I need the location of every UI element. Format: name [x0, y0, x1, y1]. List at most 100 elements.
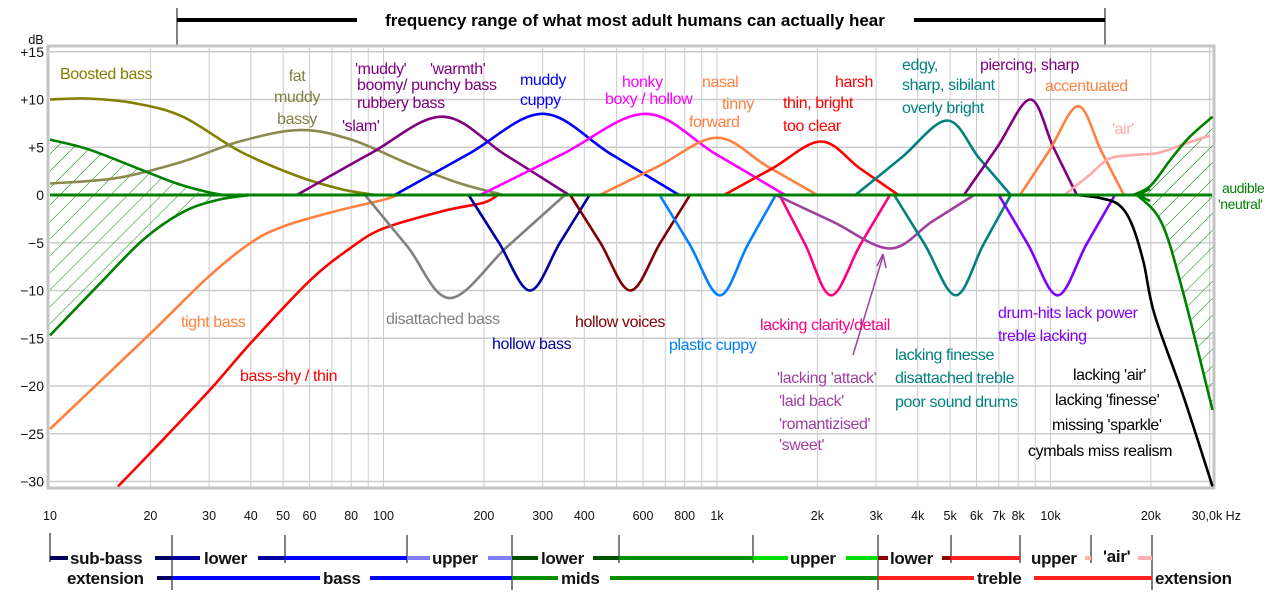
label-boxy-hollow: boxy / hollow [605, 91, 693, 108]
band-bass: bass [323, 569, 361, 588]
hatched-regions [50, 116, 1213, 410]
label-romantizised: 'romantizised' [779, 416, 871, 433]
x-tick-label: 30,0k Hz [1192, 509, 1241, 523]
band-treble: treble [977, 569, 1022, 588]
response-curve-6 [296, 115, 570, 197]
label-disattached-bass: disattached bass [386, 311, 500, 328]
label-muddy-quote: 'muddy' [355, 61, 407, 78]
label-treble-lacking: treble lacking [998, 328, 1087, 345]
label-lacking-air: lacking 'air' [1073, 367, 1146, 384]
treble-extension-hatched-region [1131, 116, 1213, 410]
label-cymbals: cymbals miss realism [1028, 443, 1172, 460]
curves [49, 97, 1214, 488]
response-curve-11 [854, 119, 1012, 197]
label-audible: audible [1222, 180, 1265, 196]
response-curve-0 [49, 97, 377, 197]
y-unit-label: dB [28, 33, 43, 47]
y-tick-label: −5 [28, 235, 44, 251]
x-tick-label: 5k [944, 509, 958, 523]
x-tick-label: 80 [344, 509, 358, 523]
response-curve-21 [778, 194, 892, 297]
label-muddy-blue: muddy [520, 72, 566, 89]
response-curve-15 [1132, 115, 1214, 197]
x-tick-label: 3k [870, 509, 884, 523]
response-curve-19 [569, 194, 692, 292]
label-sweet: 'sweet' [779, 437, 824, 454]
y-axis-ticks: +15 +10 +5 0 −5 −10 −15 −20 −25 −30 [20, 44, 44, 490]
response-curve-10 [723, 140, 900, 197]
label-forward: forward [689, 114, 740, 131]
x-tick-label: 50 [276, 509, 290, 523]
y-tick-label: +5 [28, 139, 44, 155]
plot-area [46, 44, 1216, 490]
response-curve-13 [1018, 104, 1126, 196]
label-boomy-punchy: boomy/ punchy bass [357, 77, 497, 94]
baseline-arrow-icon [1137, 187, 1151, 203]
y-tick-label: +10 [20, 92, 44, 108]
response-curve-25 [1076, 193, 1214, 487]
lacking-attack-arrow [852, 253, 887, 356]
band-sub-bass: sub-bass [70, 549, 142, 568]
chart-title: frequency range of what most adult human… [385, 11, 885, 30]
x-tick-label: 6k [970, 509, 984, 523]
label-boosted-bass: Boosted bass [60, 66, 153, 83]
response-curve-7 [393, 112, 680, 197]
label-fat: fat [289, 68, 307, 85]
label-hollow-voices: hollow voices [575, 314, 665, 331]
label-fat-muddy: muddy [274, 89, 320, 106]
band-treble-extension: extension [1155, 569, 1232, 588]
label-hollow-bass: hollow bass [492, 336, 572, 353]
label-piercing-sharp: piercing, sharp [980, 57, 1079, 74]
annotations: Boosted bass fat muddy bassy 'muddy' 'wa… [60, 57, 1265, 460]
label-plastic-cuppy: plastic cuppy [669, 337, 757, 354]
response-curve-24 [997, 194, 1117, 297]
y-tick-label: −30 [20, 474, 44, 490]
x-tick-label: 30 [202, 509, 216, 523]
label-too-clear: too clear [783, 118, 842, 135]
response-curve-1 [49, 128, 505, 197]
response-curve-22 [775, 193, 975, 250]
label-neutral: 'neutral' [1218, 196, 1263, 212]
label-lacking-attack: 'lacking 'attack' [777, 370, 877, 387]
response-curve-9 [599, 136, 819, 197]
x-tick-label: 10 [43, 509, 57, 523]
label-bass-shy: bass-shy / thin [240, 368, 337, 385]
label-nasal: nasal [702, 74, 738, 91]
x-tick-label: 800 [674, 509, 695, 523]
band-mids: mids [561, 569, 599, 588]
x-tick-label: 600 [633, 509, 654, 523]
label-missing-sparkle: missing 'sparkle' [1052, 417, 1162, 434]
label-accentuated: accentuated [1045, 78, 1128, 95]
response-curve-17 [363, 194, 566, 300]
label-fat-bassy: bassy [277, 111, 317, 128]
x-tick-label: 1k [710, 509, 724, 523]
x-axis-ticks: 10 20 30 40 50 60 80 100 200 300 400 600 800 1k 2k 3k 4k… [43, 509, 1241, 523]
band-upper-treble: upper [1031, 549, 1077, 568]
label-lacking-finesse-quote: lacking 'finesse' [1055, 392, 1160, 409]
response-curve-23 [893, 194, 1012, 297]
x-tick-label: 20k [1141, 509, 1162, 523]
label-thin-bright: thin, bright [783, 95, 854, 112]
label-lacking-finesse: lacking finesse [895, 347, 994, 364]
response-curve-2 [49, 138, 224, 197]
x-tick-label: 2k [811, 509, 825, 523]
y-tick-label: −20 [20, 378, 44, 394]
x-tick-label: 100 [373, 509, 394, 523]
x-tick-label: 200 [473, 509, 494, 523]
x-tick-label: 20 [143, 509, 157, 523]
x-tick-label: 40 [244, 509, 258, 523]
label-cuppy: cuppy [520, 92, 561, 109]
response-curve-4 [49, 193, 398, 430]
response-curve-3 [49, 193, 251, 337]
audible-range-bracket: frequency range of what most adult human… [176, 8, 1106, 46]
x-tick-label: 4k [911, 509, 925, 523]
label-sharp-sibilant: sharp, sibilant [902, 77, 996, 94]
band-upper-mids: upper [790, 549, 836, 568]
x-tick-label: 10k [1040, 509, 1061, 523]
label-air: 'air' [1112, 121, 1134, 138]
response-curve-8 [479, 112, 786, 197]
y-tick-label: 0 [36, 187, 44, 203]
band-upper-bass: upper [432, 549, 478, 568]
response-curve-12 [962, 98, 1079, 196]
